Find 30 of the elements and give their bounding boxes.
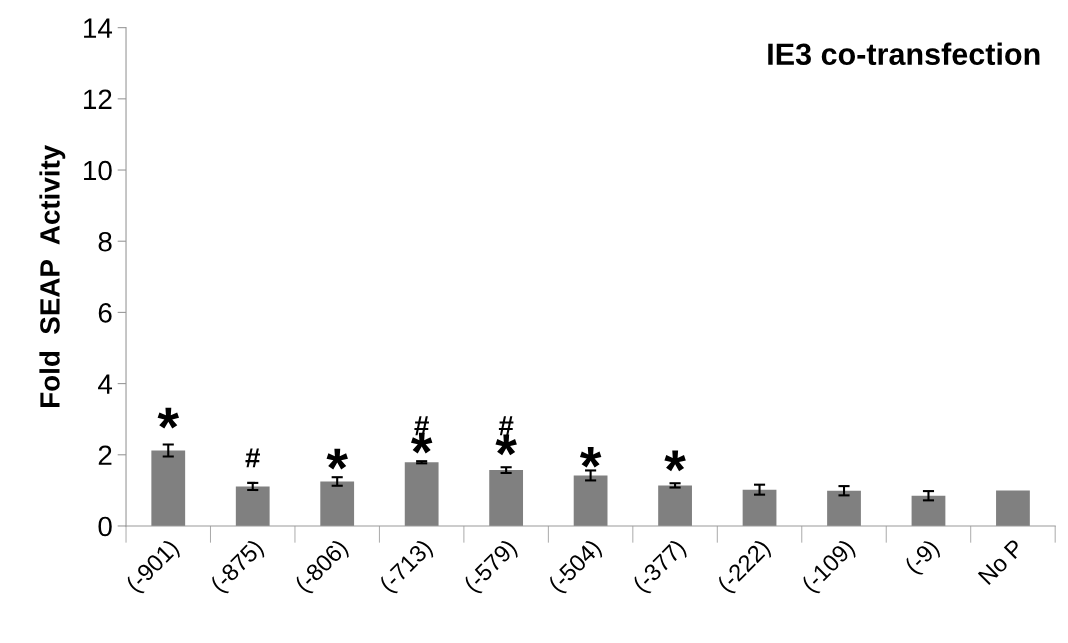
y-tick-label: 12 [84, 89, 112, 109]
annotation: # [498, 416, 514, 436]
bar [489, 470, 524, 526]
bar [235, 486, 270, 526]
bar [151, 450, 186, 526]
bar [320, 481, 355, 526]
chart-title: IE3 co-transfection [768, 42, 1040, 66]
annotation: * [326, 448, 348, 470]
x-tick-label: No P [977, 538, 1025, 586]
y-tick-label: 14 [84, 18, 113, 38]
annotation: # [245, 448, 260, 468]
y-tick-label: 2 [98, 445, 112, 465]
annotation: * [495, 434, 517, 456]
bar [573, 475, 608, 526]
bar [404, 462, 439, 526]
x-tick-label: (-9) [903, 538, 943, 578]
bar [658, 485, 692, 526]
bar [911, 495, 946, 526]
y-tick-label: 6 [98, 303, 112, 323]
y-tick-label: 4 [98, 374, 113, 394]
y-tick-label: 0 [98, 516, 112, 537]
annotation: * [664, 450, 686, 472]
y-axis-title: Fold SEAP Activity [39, 144, 66, 407]
annotation: * [157, 407, 180, 429]
bar [742, 489, 777, 526]
bar [996, 490, 1030, 526]
annotation: * [579, 446, 602, 468]
y-tick-label: 10 [84, 160, 112, 181]
y-tick-label: 8 [98, 231, 112, 252]
bar [827, 490, 861, 526]
